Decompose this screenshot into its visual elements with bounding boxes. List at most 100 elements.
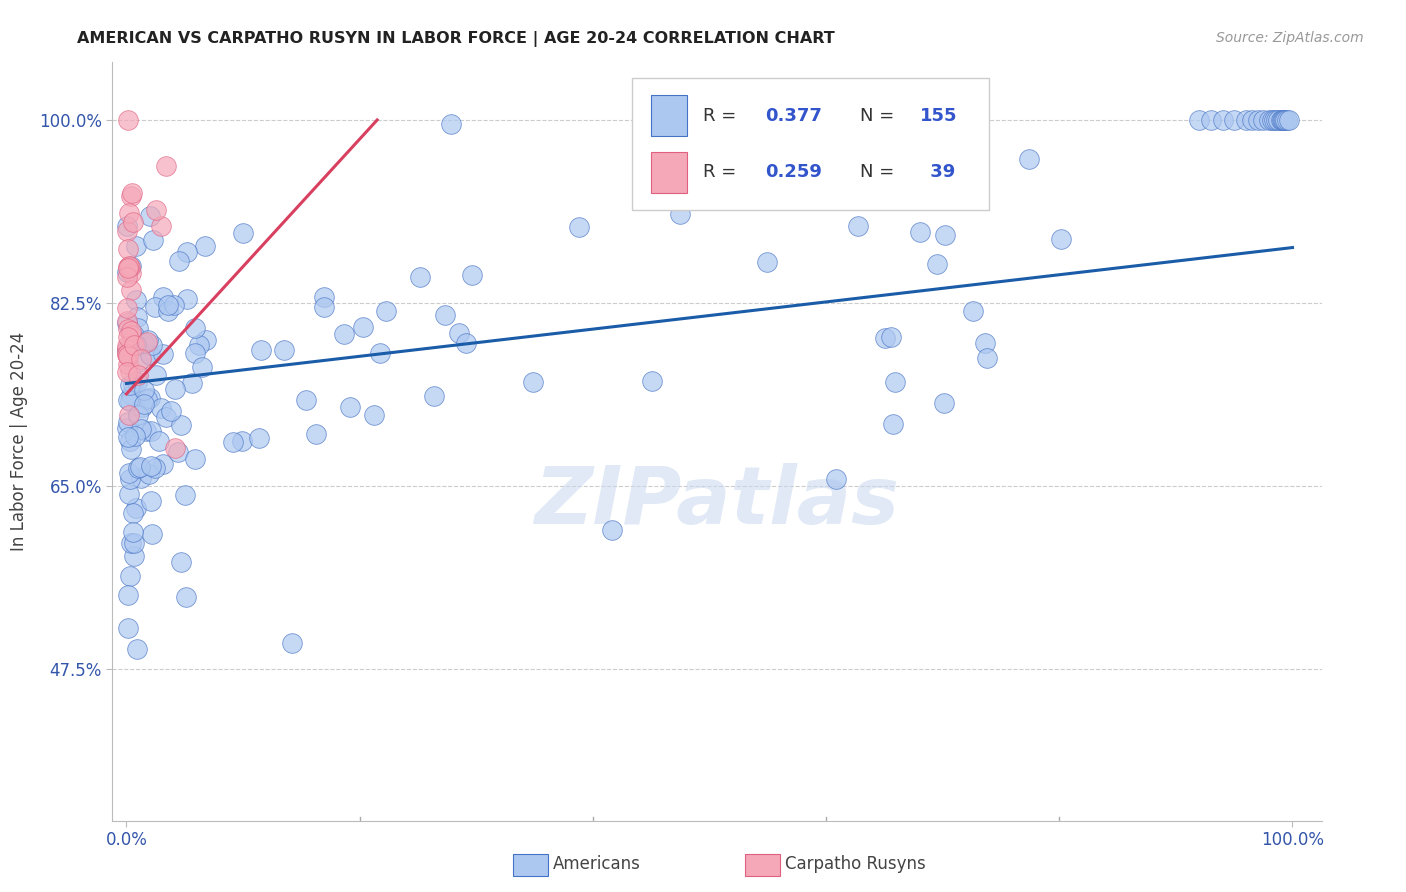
Point <box>139 209 162 223</box>
Point <box>124 327 146 342</box>
Point <box>132 397 155 411</box>
Point <box>873 331 896 345</box>
Point <box>120 387 142 401</box>
Point <box>167 254 190 268</box>
Point <box>156 298 179 312</box>
Text: N =: N = <box>859 163 900 181</box>
Text: Carpatho Rusyns: Carpatho Rusyns <box>785 855 925 873</box>
Point <box>1275 112 1298 127</box>
Point <box>449 326 471 340</box>
Point <box>152 289 174 303</box>
Point <box>1267 112 1289 127</box>
Point <box>273 343 295 357</box>
Point <box>115 316 138 330</box>
Point <box>160 404 183 418</box>
Point <box>139 459 162 474</box>
Point <box>976 351 998 365</box>
Point <box>1272 112 1295 127</box>
Point <box>222 434 245 449</box>
Point <box>127 321 149 335</box>
Point <box>409 270 432 285</box>
Point <box>122 549 145 563</box>
Point <box>127 408 149 422</box>
Point <box>150 219 173 234</box>
Point <box>121 215 143 229</box>
Point <box>1278 112 1301 127</box>
Point <box>1253 112 1275 127</box>
FancyBboxPatch shape <box>633 78 988 211</box>
Point <box>120 434 142 448</box>
Point <box>460 268 482 282</box>
Point <box>122 536 145 550</box>
Text: 0.377: 0.377 <box>765 106 823 125</box>
Point <box>117 112 139 127</box>
Point <box>184 321 207 335</box>
Point <box>121 186 143 200</box>
Point <box>117 621 139 635</box>
Point <box>294 393 316 408</box>
Point <box>142 233 165 247</box>
Point <box>125 642 148 657</box>
Point <box>145 202 167 217</box>
Point <box>1223 112 1246 127</box>
Point <box>127 461 149 475</box>
Point <box>312 289 335 303</box>
Point <box>118 378 141 392</box>
Point <box>117 242 139 256</box>
Point <box>139 494 162 508</box>
Point <box>934 396 956 410</box>
Point <box>169 555 191 569</box>
Point <box>120 266 142 280</box>
Point <box>115 219 138 233</box>
Point <box>1049 232 1071 246</box>
Text: ZIPatlas: ZIPatlas <box>534 463 900 541</box>
Point <box>925 257 948 271</box>
Point <box>232 226 254 240</box>
Point <box>124 429 146 443</box>
Point <box>117 260 139 275</box>
Point <box>176 292 198 306</box>
Point <box>135 335 157 350</box>
Point <box>117 357 139 371</box>
Point <box>141 338 163 352</box>
Point <box>1240 112 1263 127</box>
Point <box>117 322 139 336</box>
Point <box>115 347 138 361</box>
Point <box>669 207 692 221</box>
Point <box>1271 112 1294 127</box>
Point <box>250 343 273 357</box>
Point <box>138 467 160 481</box>
Point <box>756 255 779 269</box>
Text: R =: R = <box>703 163 741 181</box>
Point <box>120 364 142 378</box>
Point <box>117 347 139 361</box>
Point <box>122 337 145 351</box>
Point <box>143 300 166 314</box>
Point <box>180 376 202 391</box>
Point <box>170 418 193 433</box>
Point <box>155 409 177 424</box>
Point <box>115 269 138 284</box>
Text: N =: N = <box>859 106 900 125</box>
Point <box>117 330 139 344</box>
Point <box>115 339 138 353</box>
Point <box>115 224 138 238</box>
Point <box>908 225 931 239</box>
Point <box>962 304 984 318</box>
Point <box>1234 112 1257 127</box>
Point <box>433 308 456 322</box>
Point <box>1018 152 1040 166</box>
Point <box>120 189 142 203</box>
Point <box>122 376 145 391</box>
Point <box>135 425 157 439</box>
Point <box>183 452 205 467</box>
Point <box>118 393 141 408</box>
Point <box>122 524 145 539</box>
Text: Americans: Americans <box>553 855 641 873</box>
Point <box>129 471 152 485</box>
Point <box>883 375 905 389</box>
Point <box>974 336 997 351</box>
Point <box>120 283 142 297</box>
Point <box>173 488 195 502</box>
Point <box>139 424 162 438</box>
